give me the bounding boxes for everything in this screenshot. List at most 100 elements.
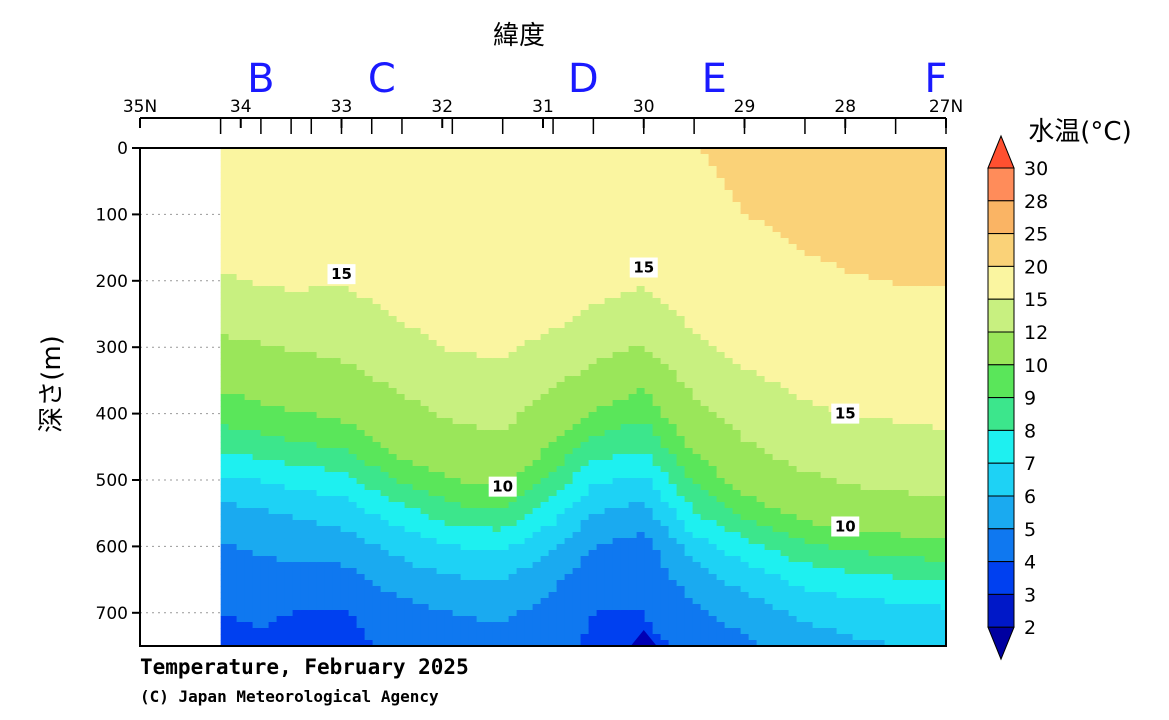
temperature-cell (324, 358, 334, 365)
temperature-cell (604, 322, 614, 329)
temperature-cell (532, 238, 542, 245)
temperature-cell (380, 496, 390, 503)
temperature-cell (628, 286, 638, 293)
temperature-cell (660, 316, 670, 323)
temperature-cell (628, 478, 638, 485)
temperature-cell (284, 208, 294, 215)
temperature-cell (492, 226, 502, 233)
temperature-cell (668, 196, 678, 203)
temperature-cell (484, 346, 494, 353)
temperature-cell (460, 592, 470, 599)
temperature-cell (492, 538, 502, 545)
temperature-cell (444, 430, 454, 437)
temperature-cell (284, 160, 294, 167)
temperature-cell (380, 514, 390, 521)
temperature-cell (356, 478, 366, 485)
temperature-cell (340, 406, 350, 413)
temperature-cell (244, 352, 254, 359)
temperature-cell (444, 478, 454, 485)
temperature-cell (660, 262, 670, 269)
temperature-cell (220, 358, 230, 365)
temperature-cell (324, 640, 334, 646)
temperature-cell (356, 424, 366, 431)
temperature-cell (588, 364, 598, 371)
temperature-cell (252, 310, 262, 317)
temperature-cell (484, 616, 494, 623)
temperature-cell (556, 202, 566, 209)
temperature-cell (484, 442, 494, 449)
temperature-cell (508, 358, 518, 365)
temperature-cell (348, 226, 358, 233)
temperature-cell (220, 208, 230, 215)
temperature-cell (220, 394, 230, 401)
temperature-cell (484, 244, 494, 251)
temperature-cell (452, 286, 462, 293)
temperature-cell (252, 346, 262, 353)
temperature-cell (444, 610, 454, 617)
temperature-cell (636, 394, 646, 401)
temperature-cell (324, 586, 334, 593)
temperature-cell (372, 634, 382, 641)
temperature-cell (604, 562, 614, 569)
temperature-cell (364, 340, 374, 347)
temperature-cell (532, 292, 542, 299)
temperature-cell (348, 166, 358, 173)
temperature-cell (420, 406, 430, 413)
temperature-cell (524, 508, 534, 515)
temperature-cell (372, 382, 382, 389)
temperature-cell (252, 364, 262, 371)
temperature-cell (492, 436, 502, 443)
temperature-cell (292, 544, 302, 551)
temperature-cell (692, 442, 702, 449)
temperature-cell (612, 490, 622, 497)
temperature-cell (556, 238, 566, 245)
temperature-cell (476, 148, 486, 155)
temperature-cell (412, 442, 422, 449)
temperature-cell (572, 322, 582, 329)
temperature-cell (348, 580, 358, 587)
temperature-cell (420, 412, 430, 419)
temperature-cell (580, 430, 590, 437)
temperature-cell (388, 406, 398, 413)
temperature-cell (556, 532, 566, 539)
temperature-cell (564, 436, 574, 443)
temperature-cell (428, 322, 438, 329)
temperature-cell (660, 448, 670, 455)
temperature-cell (692, 418, 702, 425)
temperature-cell (308, 220, 318, 227)
temperature-cell (556, 328, 566, 335)
temperature-cell (284, 346, 294, 353)
temperature-cell (484, 364, 494, 371)
temperature-cell (292, 232, 302, 239)
temperature-cell (380, 472, 390, 479)
temperature-cell (228, 166, 238, 173)
temperature-cell (252, 196, 262, 203)
temperature-cell (676, 466, 686, 473)
temperature-cell (436, 184, 446, 191)
temperature-cell (356, 232, 366, 239)
temperature-cell (308, 562, 318, 569)
temperature-cell (220, 382, 230, 389)
temperature-cell (572, 334, 582, 341)
temperature-cell (644, 352, 654, 359)
temperature-cell (356, 388, 366, 395)
temperature-cell (380, 190, 390, 197)
temperature-cell (340, 616, 350, 623)
temperature-cell (644, 586, 654, 593)
temperature-cell (508, 310, 518, 317)
temperature-cell (628, 238, 638, 245)
temperature-cell (460, 202, 470, 209)
temperature-cell (380, 274, 390, 281)
temperature-cell (324, 328, 334, 335)
temperature-cell (412, 514, 422, 521)
temperature-cell (308, 334, 318, 341)
temperature-cell (540, 466, 550, 473)
temperature-cell (252, 484, 262, 491)
temperature-cell (484, 424, 494, 431)
temperature-cell (460, 346, 470, 353)
temperature-cell (388, 478, 398, 485)
temperature-cell (660, 568, 670, 575)
temperature-cell (604, 400, 614, 407)
temperature-cell (588, 544, 598, 551)
temperature-cell (332, 160, 342, 167)
